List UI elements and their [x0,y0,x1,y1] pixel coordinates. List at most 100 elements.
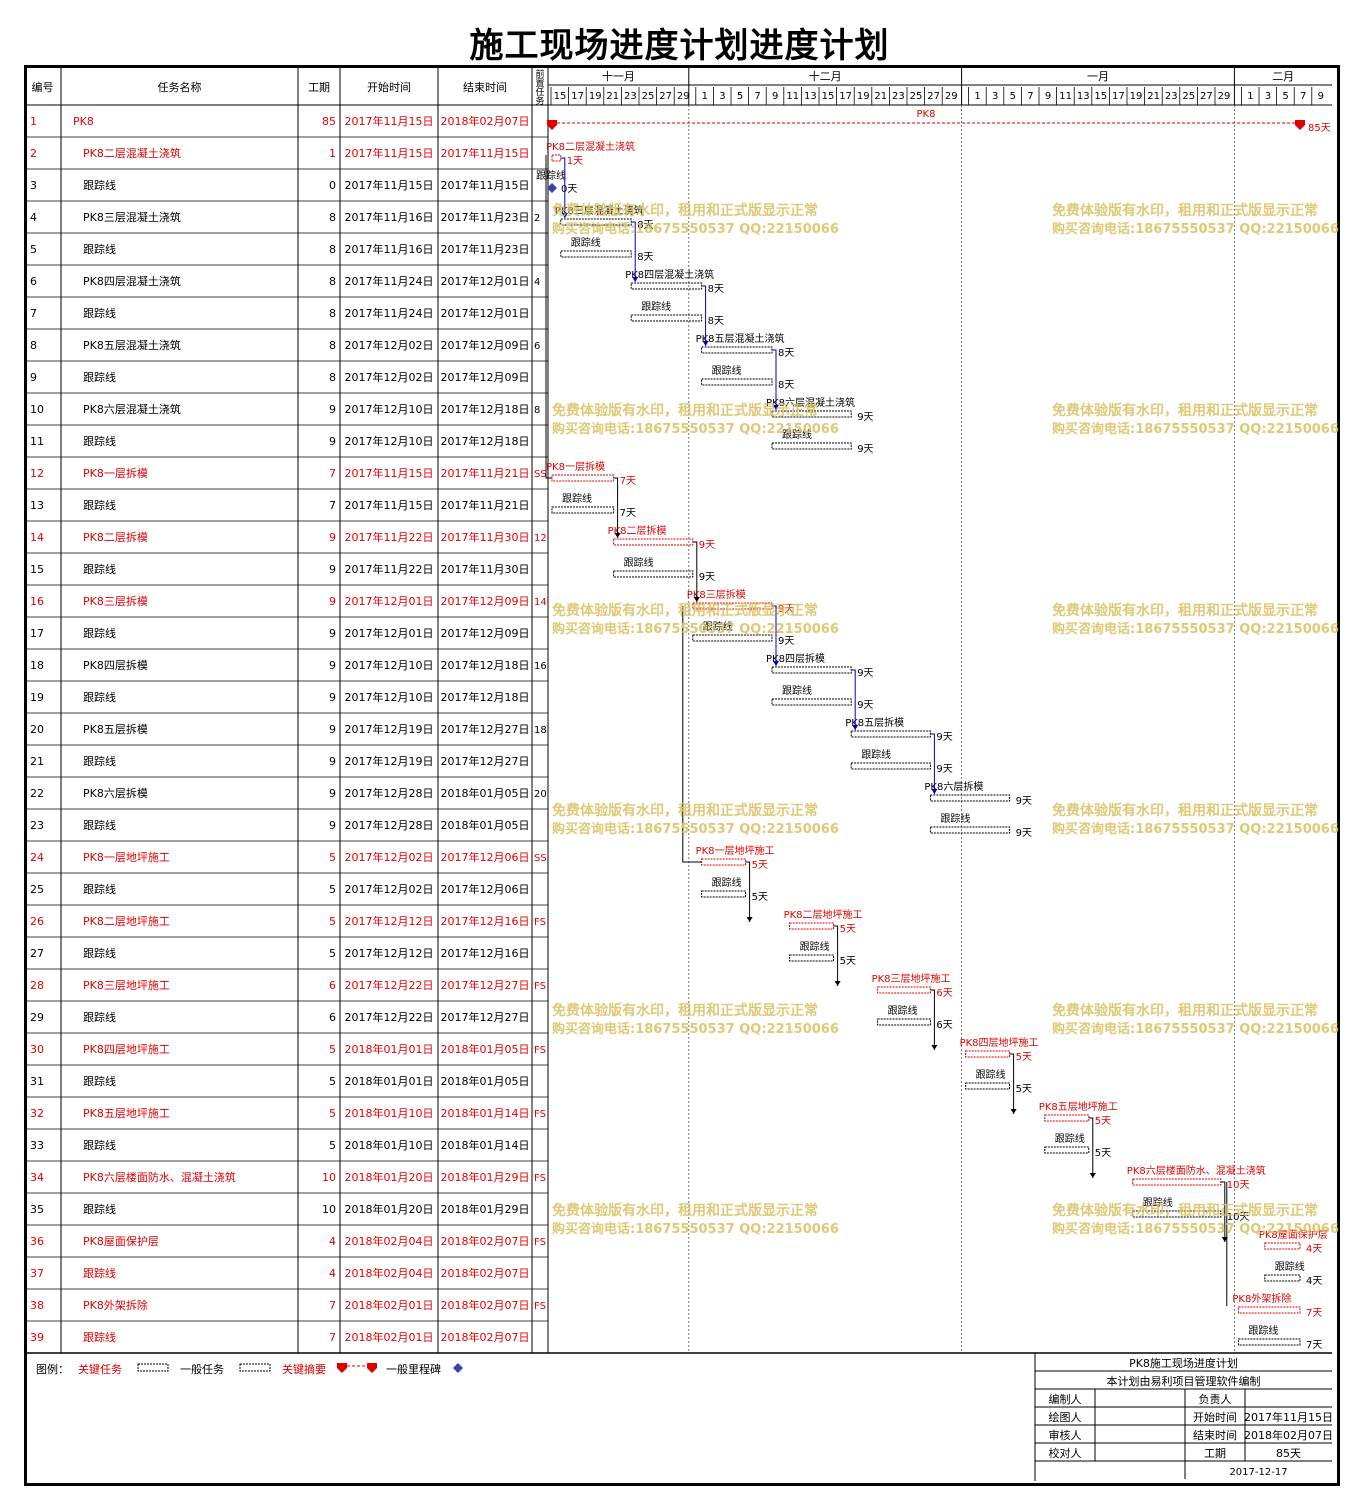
bar-label: PK8三层拆模 [687,588,746,601]
task-name: PK8六层楼面防水、混凝土浇筑 [83,1170,236,1184]
bar-label: PK8五层混凝土浇筑 [696,332,785,345]
task-start: 2018年01月10日 [345,1138,434,1152]
bar-label: PK8四层混凝土浇筑 [625,268,714,281]
arrow-head [834,981,841,986]
task-name: 跟踪线 [83,1074,116,1088]
row-id: 4 [30,211,37,224]
task-end: 2017年12月27日 [441,978,530,992]
day-label: 25 [1182,91,1195,102]
follow-bar [630,314,703,322]
row-id: 37 [30,1267,44,1280]
bar-duration: 9天 [1016,828,1032,839]
row-id: 27 [30,947,44,960]
task-end: 2018年02月07日 [441,1298,530,1312]
bar-duration: 8天 [778,348,794,359]
follow-bar [1237,1338,1301,1346]
bar-duration: 5天 [840,924,856,935]
day-label: 21 [874,91,887,102]
task-name: PK8三层地坪施工 [83,979,170,992]
task-pred: SS [534,469,547,480]
follow-bar [1264,1274,1301,1282]
task-duration: 9 [329,755,336,768]
task-bar [965,1050,1011,1058]
dependency-link [631,221,636,282]
task-duration: 1 [329,147,336,160]
watermark-text: 购买咨询电话:18675550537 QQ:22150066 [552,1021,839,1037]
row-id: 17 [30,627,44,640]
bar-duration: 6天 [936,1020,952,1031]
task-duration: 9 [329,787,336,800]
dependency-link [930,733,935,794]
bar-duration: 5天 [1016,1084,1032,1095]
watermark-text: 购买咨询电话:18675550537 QQ:22150066 [552,421,839,437]
row-id: 14 [30,531,44,544]
day-label: 23 [624,91,637,102]
row-id: 31 [30,1075,44,1088]
task-name: PK8五层拆模 [83,722,148,736]
task-pred: 4 [534,277,540,288]
watermark-text: 免费体验版有水印，租用和正式版显示正常 [552,202,818,219]
task-end: 2017年12月06日 [441,850,530,864]
task-bar [701,346,773,354]
task-duration: 9 [329,531,336,544]
watermark-text: 购买咨询电话:18675550537 QQ:22150066 [1052,221,1339,237]
task-end: 2017年11月21日 [441,466,530,480]
task-name: PK8五层混凝土浇筑 [83,338,181,352]
day-label: 25 [910,91,923,102]
task-start: 2017年11月24日 [345,274,434,288]
task-duration: 5 [329,1075,336,1088]
bar-label: 跟踪线 [1275,1260,1305,1273]
follow-bar [1044,1146,1090,1154]
bar-label: 跟踪线 [976,1068,1006,1081]
task-start: 2017年12月02日 [345,338,434,352]
milestone-marker [547,183,557,193]
task-end: 2018年02月07日 [441,114,530,128]
task-duration: 6 [329,979,336,992]
bar-duration: 9天 [936,764,952,775]
task-end: 2017年12月18日 [441,690,530,704]
watermark-text: 免费体验版有水印，租用和正式版显示正常 [552,402,818,419]
arrow-head [773,405,779,410]
month-label: 十二月 [809,69,842,83]
bar-duration: 9天 [778,604,794,615]
task-bar [1264,1242,1301,1250]
arrow-head [632,277,639,282]
dependency-link [1009,1053,1015,1114]
task-name: 跟踪线 [83,1202,116,1216]
task-start: 2017年12月02日 [345,882,434,896]
task-pred: 18 [534,725,547,736]
task-end: 2018年02月07日 [441,1330,530,1344]
task-pred: 14 [534,597,547,608]
bar-label: PK8三层地坪施工 [872,972,951,985]
task-end: 2017年11月30日 [441,562,530,576]
watermark-text: 购买咨询电话:18675550537 QQ:22150066 [1052,821,1339,837]
task-start: 2017年12月10日 [345,658,434,672]
task-duration: 7 [329,467,336,480]
task-name: PK8一层拆模 [83,466,148,480]
bar-label: PK8五层地坪施工 [1039,1100,1118,1113]
bar-label: 跟踪线 [712,876,742,889]
info-cell: 2018年02月07日 [1244,1428,1333,1442]
follow-bar [929,826,1011,834]
follow-bar [551,506,615,514]
day-label: 17 [571,91,584,102]
watermark-text: 购买咨询电话:18675550537 QQ:22150066 [1052,621,1339,637]
bar-duration: 4天 [1306,1244,1322,1255]
day-label: 7 [1300,91,1306,102]
task-name: 跟踪线 [83,754,116,768]
legend-milestone-swatch [453,1363,463,1373]
row-id: 24 [30,851,44,864]
task-start: 2017年11月16日 [345,242,434,256]
dependency-link [772,605,777,666]
task-name: PK8二层混凝土浇筑 [83,146,181,160]
column-header-pred: 务 [535,95,544,107]
task-start: 2017年11月15日 [345,146,434,160]
task-bar [630,282,703,290]
task-pred: FS [534,1301,546,1312]
month-label: 二月 [1272,70,1294,83]
task-end: 2017年11月15日 [441,178,530,192]
task-start: 2018年01月20日 [345,1202,434,1216]
arrow-head [1010,1109,1017,1114]
task-name: PK8六层混凝土浇筑 [83,402,181,416]
day-label: 29 [945,91,958,102]
